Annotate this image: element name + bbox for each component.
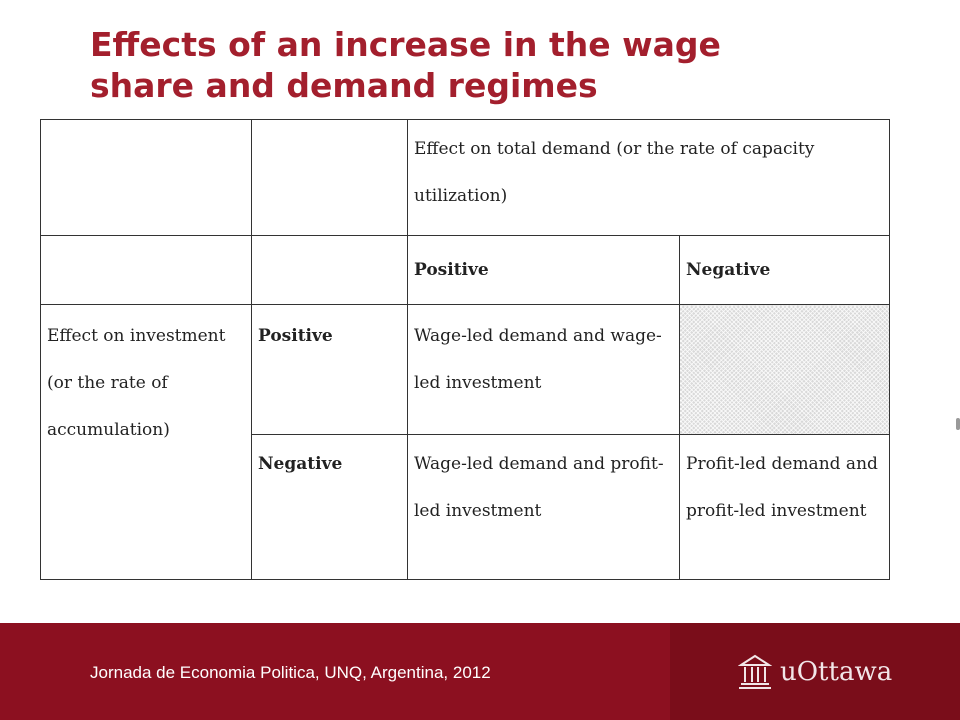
- title-line-2: share and demand regimes: [90, 66, 598, 105]
- uottawa-logo: uOttawa: [738, 653, 892, 691]
- title-line-1: Effects of an increase in the wage: [90, 25, 721, 64]
- table-row: Effect on total demand (or the rate of c…: [40, 119, 890, 236]
- table-row: Negative Wage-led demand and profit-led …: [41, 434, 890, 580]
- col-header-positive: Positive: [407, 235, 680, 305]
- cell-profit-led-demand-profit-led-investment: Profit-led demand and profit-led investm…: [679, 434, 890, 580]
- edge-mark: [956, 418, 960, 430]
- row-header-negative: Negative: [251, 434, 408, 580]
- table-row: Positive Negative: [40, 235, 890, 305]
- slide-title: Effects of an increase in the wage share…: [90, 24, 890, 106]
- footer-bar: Jornada de Economia Politica, UNQ, Argen…: [0, 623, 960, 720]
- shaded-empty-cell: [679, 304, 890, 435]
- cell-wage-led-demand-wage-led-investment: Wage-led demand and wage-led investment: [407, 304, 680, 435]
- logo-text: uOttawa: [780, 657, 893, 687]
- empty-cell: [40, 235, 252, 305]
- row-header-positive: Positive: [251, 304, 408, 435]
- empty-cell: [251, 119, 408, 236]
- table-row: Effect on investment (or the rate of acc…: [40, 304, 890, 580]
- university-building-icon: [738, 654, 772, 689]
- empty-cell: [251, 235, 408, 305]
- investment-effect-header: Effect on investment (or the rate of acc…: [40, 304, 252, 580]
- footer-logo-panel: [670, 623, 960, 720]
- footer-text: Jornada de Economia Politica, UNQ, Argen…: [90, 663, 491, 682]
- regimes-table: Effect on total demand (or the rate of c…: [40, 119, 890, 580]
- demand-effect-header: Effect on total demand (or the rate of c…: [407, 119, 890, 236]
- cell-wage-led-demand-profit-led-investment: Wage-led demand and profit-led investmen…: [407, 434, 680, 580]
- empty-cell: [40, 119, 252, 236]
- col-header-negative: Negative: [679, 235, 890, 305]
